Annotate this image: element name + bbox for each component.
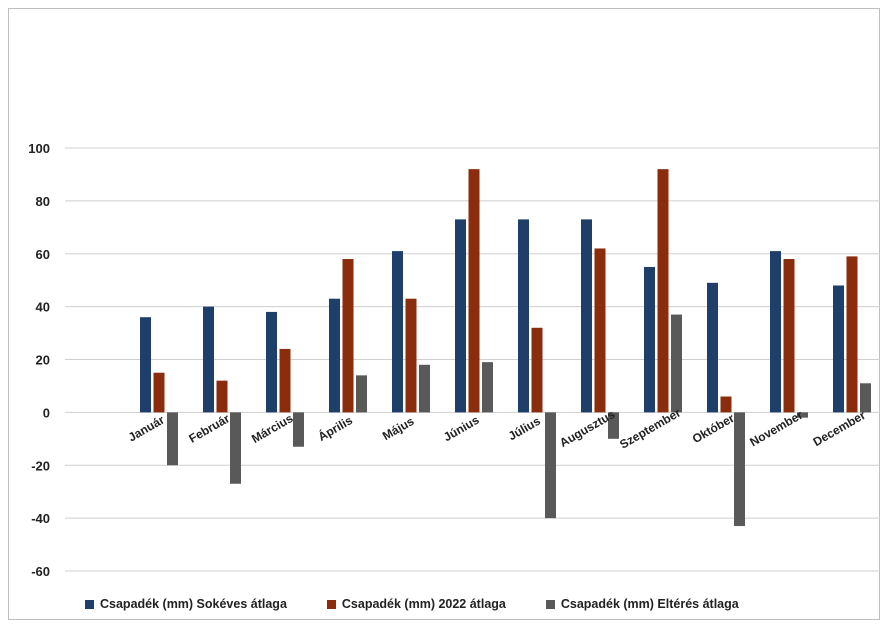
- bar-2-10: [720, 396, 732, 413]
- legend-label: Csapadék (mm) Eltérés átlaga: [560, 597, 739, 611]
- x-category-label: Március: [249, 411, 296, 446]
- bar-2-9: [657, 169, 669, 413]
- bar-2-6: [468, 169, 480, 413]
- bar-2-5: [405, 298, 417, 413]
- legend-label: Csapadék (mm) Sokéves átlaga: [100, 597, 287, 611]
- y-tick-label: 100: [28, 141, 50, 156]
- y-tick-label: -60: [31, 564, 50, 579]
- bar-2-4: [342, 259, 354, 413]
- y-tick-label: 80: [36, 194, 50, 209]
- x-category-label: Május: [380, 414, 417, 443]
- bar-1-5: [392, 251, 403, 413]
- bar-1-1: [140, 317, 151, 413]
- bar-3-3: [293, 412, 304, 447]
- bar-3-6: [482, 362, 493, 413]
- y-tick-label: 20: [36, 353, 50, 368]
- legend-swatch: [85, 599, 94, 609]
- y-tick-label: 40: [36, 300, 50, 315]
- bar-2-11: [783, 259, 795, 413]
- chart-frame: [8, 8, 880, 620]
- legend-swatch: [326, 599, 336, 609]
- bar-chart: 100 80 60 40 20 0 -20 -40 -60 Január Február Márciu…: [28, 141, 880, 579]
- bar-1-6: [455, 219, 466, 413]
- bar-2-7: [531, 327, 543, 413]
- x-category-label: Január: [126, 412, 167, 444]
- bar-2-8: [594, 248, 606, 413]
- chart-legend: Csapadék (mm) Sokéves átlaga Csapadék (mm…: [85, 597, 739, 611]
- bar-1-2: [203, 306, 214, 413]
- bar-2-2: [216, 380, 228, 413]
- legend-swatch: [545, 599, 555, 609]
- bar-3-12: [860, 383, 871, 413]
- legend-item: Csapadék (mm) Eltérés átlaga: [545, 597, 739, 611]
- bar-3-2: [230, 412, 241, 484]
- x-category-label: Október: [690, 411, 737, 446]
- y-tick-label: -20: [31, 458, 50, 473]
- x-category-label: Február: [186, 411, 232, 446]
- bar-3-11: [797, 412, 808, 418]
- bar-2-3: [279, 348, 291, 413]
- x-category-label: Július: [506, 414, 543, 444]
- bar-1-8: [581, 219, 592, 413]
- bar-3-4: [356, 375, 367, 413]
- bar-1-7: [518, 219, 529, 413]
- y-tick-label: -40: [31, 511, 50, 526]
- legend-label: Csapadék (mm) 2022 átlaga: [341, 597, 506, 611]
- bar-1-3: [266, 311, 277, 413]
- bar-3-8: [608, 412, 619, 439]
- y-tick-label: 0: [43, 405, 50, 420]
- bar-1-11: [770, 251, 781, 413]
- bar-2-1: [153, 372, 165, 413]
- x-category-label: Június: [441, 413, 482, 445]
- x-category-label: November: [747, 408, 805, 450]
- legend-item: Csapadék (mm) 2022 átlaga: [326, 597, 506, 611]
- bar-2-12: [846, 256, 858, 413]
- bar-3-10: [734, 412, 745, 527]
- bar-3-5: [419, 364, 430, 413]
- bar-1-9: [644, 266, 655, 413]
- bar-1-10: [707, 282, 718, 413]
- x-category-label: December: [811, 408, 869, 449]
- bar-1-12: [833, 285, 844, 413]
- bar-3-9: [671, 314, 682, 413]
- bar-1-4: [329, 298, 340, 413]
- bar-3-7: [545, 412, 556, 519]
- bar-3-1: [167, 412, 178, 466]
- x-category-label: Április: [315, 412, 355, 444]
- legend-item: Csapadék (mm) Sokéves átlaga: [85, 597, 287, 611]
- y-tick-label: 60: [36, 247, 50, 262]
